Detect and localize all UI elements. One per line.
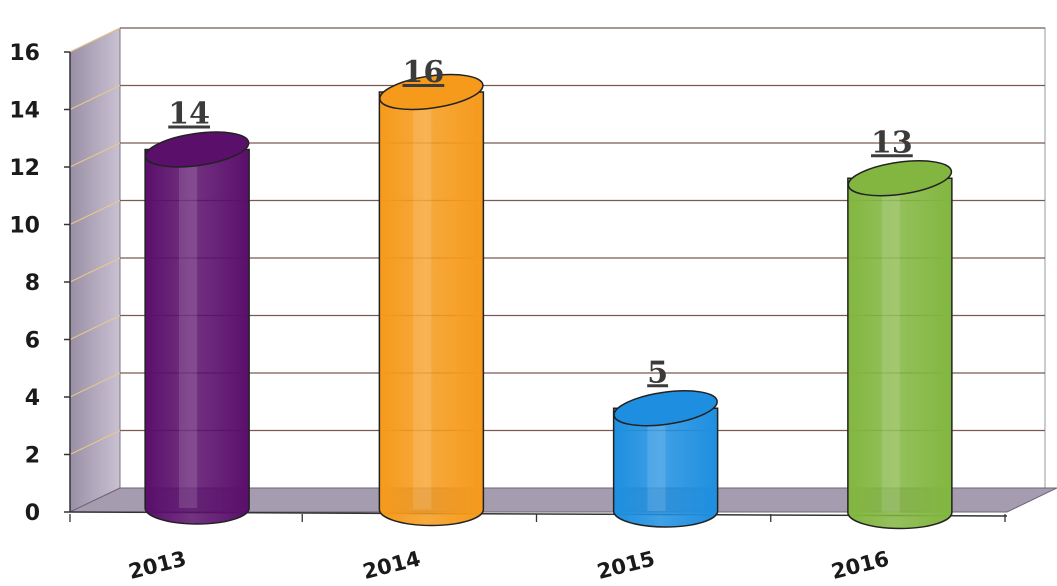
y-tick-label: 12 [9,156,40,181]
bar-top [144,131,250,168]
gridline-side [69,200,121,225]
y-axis: 0 2 4 6 8 10 12 14 16 [9,41,71,526]
bar-top [379,73,484,111]
gridline-side [69,27,121,53]
bar-highlight [178,149,198,508]
bar-highlight [881,178,900,513]
bar-2015 [612,390,719,528]
data-label: 16 [403,55,445,90]
y-tick-label: 10 [9,214,40,239]
bars [144,73,953,530]
y-tick-label: 8 [25,271,40,296]
x-tick-label: 2014 [360,546,423,583]
gridline-side [69,142,121,168]
bar-2014 [378,73,485,527]
bar-body [378,91,485,527]
y-tick-label: 2 [25,444,40,469]
gridline-side [69,430,121,455]
x-tick-label: 2015 [595,546,658,583]
gridline-side [69,315,121,340]
y-tick-label: 16 [9,41,40,66]
y-tick-label: 6 [25,329,40,354]
bar-body [144,148,250,525]
bar-highlight [647,408,666,511]
data-label: 13 [871,125,913,160]
gridline-side [69,85,121,110]
data-labels: 14 16 5 13 [168,55,913,390]
bar-2013 [144,131,250,525]
gridline-side [69,257,121,283]
data-label: 5 [647,355,668,390]
gridline-side [69,372,121,398]
bar-top [613,390,718,427]
bar-body [612,407,719,528]
y-tick-label: 4 [25,386,40,411]
bar-body [847,177,953,530]
x-tick-label: 2016 [829,546,892,583]
x-tick-label: 2013 [126,546,189,583]
bar-highlight [413,92,432,510]
y-tick-label: 0 [25,501,40,526]
bar-top [847,160,953,197]
y-tick-label: 14 [9,99,40,124]
bar-2016 [847,160,953,530]
data-label: 14 [168,97,210,132]
